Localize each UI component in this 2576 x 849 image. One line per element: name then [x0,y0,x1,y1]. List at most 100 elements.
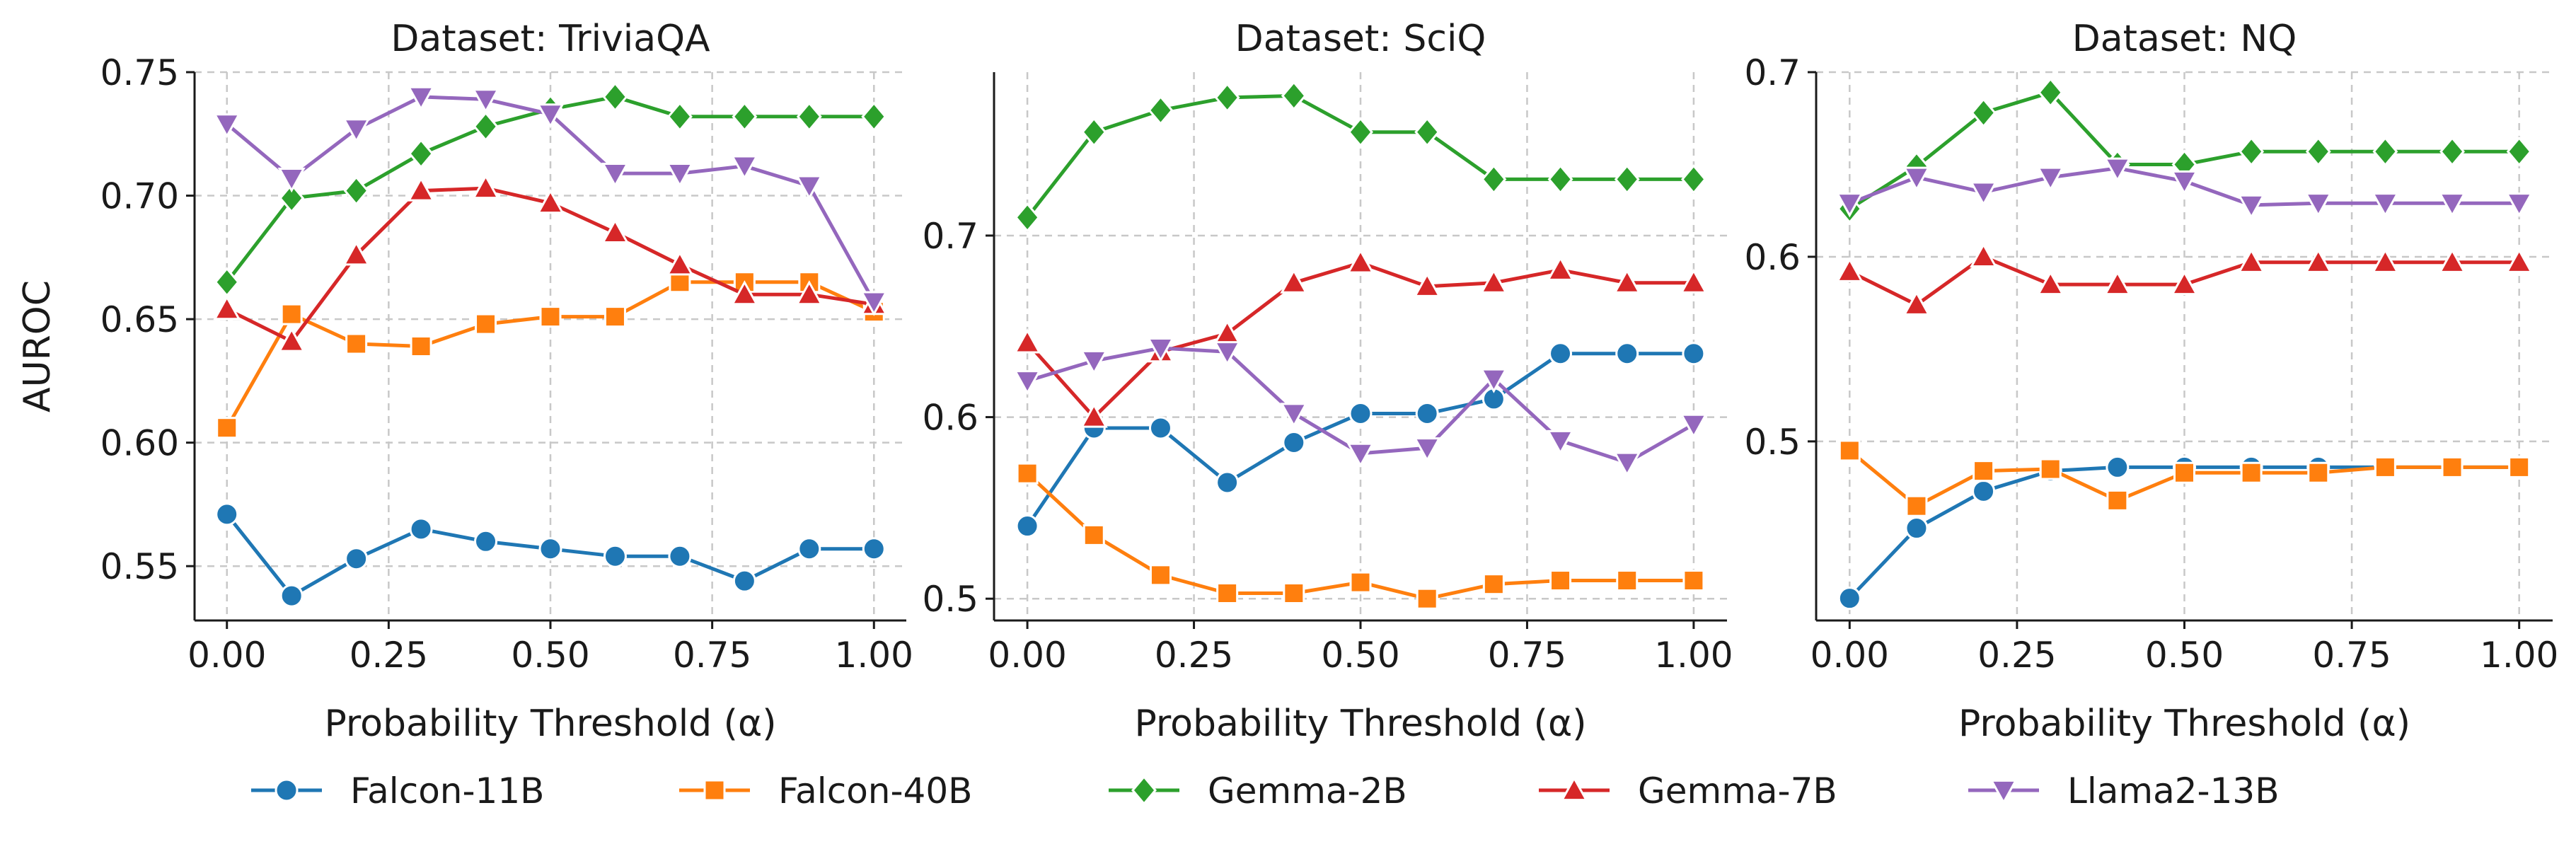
x-axis-title: Probability Threshold (α) [324,703,776,745]
data-point-falcon-40b [1349,571,1372,594]
data-point-gemma-2b [1680,164,1706,195]
series-gemma-2b [1015,81,1706,233]
data-point-falcon-40b [280,303,303,325]
legend-label: Gemma-7B [1638,770,1837,812]
y-tick-label: 0.7 [922,216,978,257]
y-tick-label: 0.7 [1744,52,1801,93]
data-point-gemma-7b [342,241,371,266]
x-tick-label: 0.00 [187,635,266,676]
data-point-falcon-11b [797,537,821,561]
data-point-gemma-7b [795,280,824,306]
data-point-falcon-11b [668,544,692,568]
data-point-llama2-13b [1080,350,1108,376]
series-falcon-40b [1016,462,1705,610]
data-point-gemma-7b [1835,257,1864,282]
data-point-falcon-40b [1082,524,1105,546]
y-tick-label: 0.75 [100,52,179,93]
data-point-gemma-7b [1479,268,1508,294]
data-point-falcon-11b [1015,514,1039,538]
data-point-gemma-2b [279,183,305,214]
legend-item-llama2-13b: Llama2-13B [1968,770,2280,812]
data-point-falcon-11b [1682,342,1706,366]
data-point-gemma-2b [1281,81,1307,111]
data-point-llama2-13b [730,155,758,180]
data-point-gemma-7b [2036,270,2064,296]
data-point-falcon-40b [410,335,432,357]
y-tick-label: 0.5 [1744,422,1801,463]
data-point-gemma-7b [2103,270,2132,296]
x-tick-label: 0.25 [1155,635,1233,676]
data-point-gemma-7b [1213,319,1242,345]
y-tick-label: 0.6 [1744,237,1801,278]
data-point-llama2-13b [1546,429,1575,456]
data-point-gemma-7b [1613,268,1641,294]
legend-label: Llama2-13B [2067,770,2280,812]
data-point-gemma-2b [1547,164,1573,195]
x-tick-label: 0.50 [511,635,589,676]
data-point-falcon-11b [862,537,886,561]
data-point-gemma-2b [2506,136,2532,167]
series-llama2-13b [213,86,888,316]
data-point-gemma-7b [407,176,435,202]
data-point-gemma-2b [666,101,693,132]
x-tick-label: 0.75 [673,635,751,676]
data-point-gemma-7b [2505,248,2534,273]
data-point-llama2-13b [1146,337,1175,363]
series-falcon-40b [216,271,885,439]
data-point-falcon-40b [1216,582,1239,605]
data-point-gemma-7b [666,250,694,276]
data-point-falcon-11b [732,569,756,593]
data-point-gemma-7b [277,327,306,352]
data-point-llama2-13b [407,86,435,111]
data-point-llama2-13b [1213,341,1242,366]
data-point-llama2-13b [2103,157,2132,183]
data-point-llama2-13b [2304,192,2333,218]
data-point-gemma-2b [796,101,822,132]
data-point-gemma-7b [2237,248,2265,273]
data-point-llama2-13b [1680,413,1708,439]
data-point-gemma-2b [2239,136,2265,167]
data-point-falcon-40b [669,271,691,294]
data-point-gemma-2b [1970,98,1997,128]
x-tick-label: 0.50 [1321,635,1399,676]
data-point-llama2-13b [1970,181,1998,207]
data-point-gemma-2b [1414,117,1440,148]
legend-item-gemma-7b: Gemma-7B [1539,770,1837,812]
data-point-llama2-13b [2371,192,2399,218]
data-point-falcon-40b [1682,570,1705,592]
data-point-gemma-7b [601,218,630,244]
data-point-llama2-13b [1413,437,1441,463]
series-falcon-11b [215,502,886,608]
series-gemma-7b [213,173,888,352]
data-point-falcon-40b [216,417,238,439]
data-point-llama2-13b [1013,370,1041,395]
data-point-falcon-40b [1416,587,1438,610]
data-point-falcon-11b [474,529,498,553]
data-point-llama2-13b [1902,166,1931,192]
data-point-gemma-7b [1013,328,1041,354]
data-point-gemma-7b [213,295,241,320]
data-point-falcon-11b [1348,401,1373,425]
data-point-falcon-11b [2106,455,2130,479]
data-point-llama2-13b [2237,194,2265,219]
data-point-falcon-40b [603,306,626,328]
series-llama2-13b [1835,157,2534,219]
legend-marker-triangle-down [1989,779,2018,805]
data-point-llama2-13b [2170,170,2199,196]
data-point-llama2-13b [666,163,694,188]
data-point-gemma-7b [1346,248,1375,274]
data-point-llama2-13b [1835,192,1864,218]
x-axis-title: Probability Threshold (α) [1134,703,1586,745]
series-falcon-40b [1838,439,2531,517]
data-point-llama2-13b [1346,442,1375,468]
data-point-gemma-7b [2170,270,2199,296]
x-tick-label: 1.00 [835,635,913,676]
x-tick-label: 0.25 [350,635,428,676]
legend-marker-square [703,779,726,802]
legend-item-falcon-40b: Falcon-40B [679,770,972,812]
data-point-falcon-11b [1905,516,1929,541]
data-point-gemma-2b [408,138,434,169]
legend-marker-triangle-up [1560,775,1588,802]
panel-title: Dataset: TriviaQA [391,18,710,60]
panel-title: Dataset: SciQ [1235,18,1486,60]
